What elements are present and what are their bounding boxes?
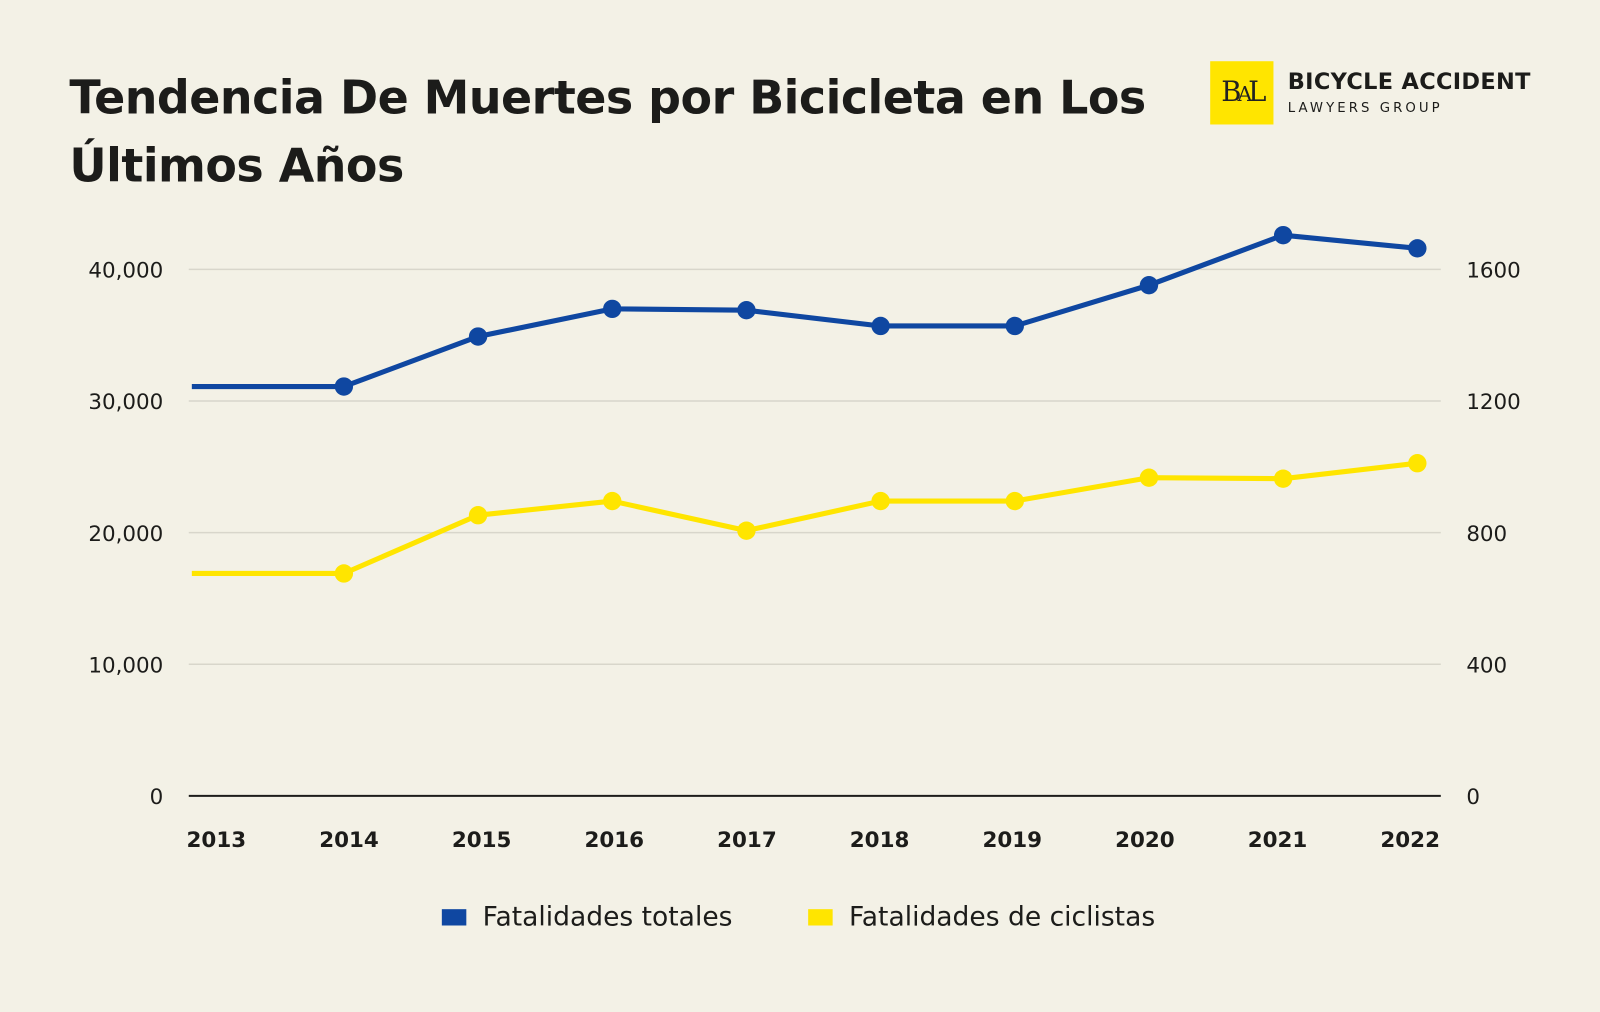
y-left-tick-label: 30,000	[88, 390, 163, 415]
y-right-tick-label: 800	[1466, 522, 1507, 547]
legend-swatch-cyclists	[808, 909, 833, 926]
data-point	[1005, 491, 1024, 511]
x-tick-label: 2015	[452, 828, 512, 853]
legend-label-cyclists: Fatalidades de ciclistas	[848, 902, 1156, 933]
logo: BAL BICYCLE ACCIDENT LAWYERS GROUP	[1210, 61, 1537, 126]
x-tick-label: 2017	[717, 828, 777, 853]
data-point	[334, 564, 354, 583]
data-point	[737, 301, 756, 320]
series-line-total	[191, 232, 1418, 390]
x-tick-label: 2019	[982, 828, 1042, 853]
x-tick-label: 2018	[850, 828, 910, 853]
series-line-cyclists	[191, 460, 1418, 577]
data-point	[871, 491, 890, 511]
y-right-tick-label: 1200	[1466, 390, 1520, 415]
y-right-tick-label: 0	[1466, 785, 1480, 810]
data-point	[1139, 468, 1159, 487]
chart-title: Tendencia De Muertes por Bicicleta en Lo…	[69, 70, 1146, 193]
y-right-tick-label: 1600	[1466, 259, 1520, 284]
data-point	[468, 327, 488, 346]
x-tick-label: 2022	[1380, 828, 1440, 853]
y-left-tick-label: 0	[150, 785, 164, 810]
x-tick-label: 2014	[319, 828, 379, 853]
data-point	[468, 506, 488, 525]
legend-item-total: Fatalidades totales	[441, 902, 733, 933]
x-tick-label: 2016	[584, 828, 644, 853]
data-point	[737, 521, 756, 540]
logo-line2: LAWYERS GROUP	[1287, 101, 1443, 117]
data-point	[1139, 275, 1159, 295]
legend-swatch-total	[441, 909, 467, 926]
data-point	[1273, 469, 1293, 488]
data-point	[1408, 239, 1427, 258]
x-tick-label: 2021	[1248, 828, 1308, 853]
y-left-tick-label: 20,000	[88, 522, 163, 547]
y-left-tick-label: 40,000	[88, 259, 163, 284]
data-point	[1005, 316, 1024, 336]
data-point	[603, 299, 622, 319]
y-right-tick-label: 400	[1466, 653, 1507, 678]
legend-label-total: Fatalidades totales	[482, 902, 733, 933]
data-point	[1273, 225, 1293, 245]
data-point	[1408, 454, 1427, 473]
y-left-tick-label: 10,000	[88, 653, 163, 678]
x-tick-label: 2020	[1115, 828, 1175, 853]
legend-item-cyclists: Fatalidades de ciclistas	[808, 902, 1155, 933]
data-point	[871, 316, 890, 336]
x-tick-label: 2013	[187, 828, 247, 853]
data-point	[603, 491, 622, 511]
data-point	[334, 377, 354, 396]
logo-mark: BAL	[1210, 61, 1274, 125]
logo-line1: BICYCLE ACCIDENT	[1287, 69, 1531, 95]
